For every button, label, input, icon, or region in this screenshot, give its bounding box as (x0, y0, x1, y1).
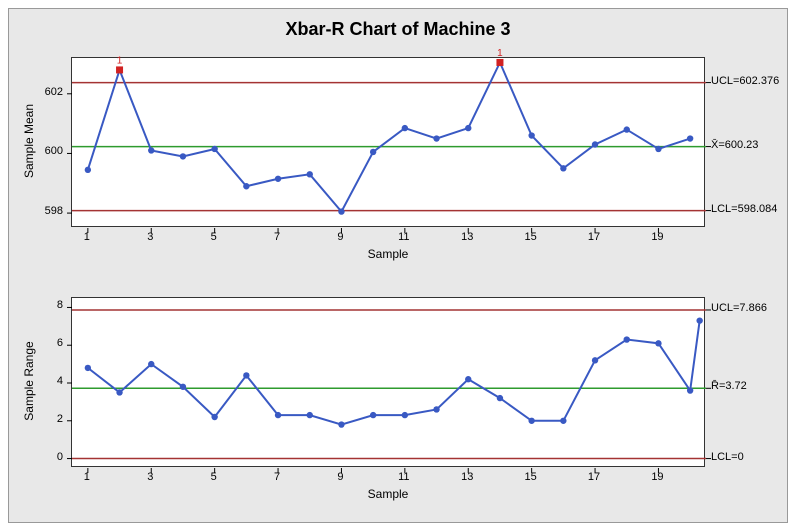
y-tick-label: 6 (57, 337, 63, 349)
outlier-marker (496, 59, 503, 66)
y-tick-label: 2 (57, 413, 63, 425)
x-tick-label: 1 (77, 231, 97, 243)
data-marker (211, 414, 217, 420)
x-tick-label: 19 (647, 471, 667, 483)
x-tick-label: 9 (330, 471, 350, 483)
data-marker (85, 365, 91, 371)
data-marker (243, 372, 249, 378)
x-tick-label: 17 (584, 471, 604, 483)
data-marker (370, 149, 376, 155)
x-tick-label: 7 (267, 231, 287, 243)
data-marker (307, 412, 313, 418)
y-axis-label: Sample Mean (22, 81, 36, 201)
chart-xbar: 11 (71, 57, 705, 227)
data-marker (116, 389, 122, 395)
data-marker (433, 406, 439, 412)
x-tick-label: 13 (457, 231, 477, 243)
data-marker (402, 125, 408, 131)
data-marker (275, 176, 281, 182)
y-tick-label: 598 (45, 205, 63, 217)
data-marker (528, 418, 534, 424)
outlier-marker (116, 66, 123, 73)
chart-panel: Xbar-R Chart of Machine 3 11598600602135… (8, 8, 788, 523)
lcl-label: LCL=0 (711, 451, 744, 463)
x-tick-label: 9 (330, 231, 350, 243)
chart-title: Xbar-R Chart of Machine 3 (9, 19, 787, 40)
data-marker (307, 171, 313, 177)
cl-label: X̄=600.23 (711, 139, 758, 151)
data-marker (180, 384, 186, 390)
y-axis-label: Sample Range (22, 321, 36, 441)
data-marker (433, 135, 439, 141)
y-tick-label: 8 (57, 299, 63, 311)
data-marker (402, 412, 408, 418)
data-marker (624, 336, 630, 342)
x-tick-label: 5 (204, 471, 224, 483)
data-marker (338, 421, 344, 427)
data-marker (211, 146, 217, 152)
lcl-label: LCL=598.084 (711, 203, 777, 215)
outlier-flag: 1 (117, 55, 123, 66)
x-tick-label: 7 (267, 471, 287, 483)
data-marker (687, 387, 693, 393)
data-marker (497, 395, 503, 401)
y-tick-label: 602 (45, 86, 63, 98)
series-line (88, 321, 700, 425)
chart-svg-xbar: 11 (72, 58, 706, 228)
data-marker (696, 317, 702, 323)
data-marker (592, 141, 598, 147)
y-tick-label: 600 (45, 145, 63, 157)
x-tick-label: 11 (394, 471, 414, 483)
data-marker (528, 132, 534, 138)
x-tick-label: 13 (457, 471, 477, 483)
data-marker (275, 412, 281, 418)
x-tick-label: 17 (584, 231, 604, 243)
y-tick-label: 0 (57, 451, 63, 463)
data-marker (243, 183, 249, 189)
cl-label: R̄=3.72 (711, 380, 747, 392)
x-tick-label: 3 (140, 471, 160, 483)
outlier-flag: 1 (497, 48, 503, 59)
y-tick-label: 4 (57, 375, 63, 387)
x-tick-label: 11 (394, 231, 414, 243)
data-marker (592, 357, 598, 363)
chart-svg-range (72, 298, 706, 468)
data-marker (85, 167, 91, 173)
data-marker (148, 361, 154, 367)
x-tick-label: 19 (647, 231, 667, 243)
data-marker (148, 147, 154, 153)
x-tick-label: 15 (521, 471, 541, 483)
ucl-label: UCL=602.376 (711, 75, 779, 87)
x-tick-label: 3 (140, 231, 160, 243)
data-marker (655, 340, 661, 346)
data-marker (338, 208, 344, 214)
x-axis-label: Sample (358, 247, 418, 261)
data-marker (560, 418, 566, 424)
data-marker (370, 412, 376, 418)
data-marker (465, 125, 471, 131)
data-marker (465, 376, 471, 382)
x-tick-label: 5 (204, 231, 224, 243)
x-tick-label: 1 (77, 471, 97, 483)
data-marker (560, 165, 566, 171)
data-marker (655, 146, 661, 152)
x-tick-label: 15 (521, 231, 541, 243)
series-line (88, 62, 690, 211)
data-marker (180, 153, 186, 159)
data-marker (624, 126, 630, 132)
ucl-label: UCL=7.866 (711, 302, 767, 314)
data-marker (687, 135, 693, 141)
chart-range (71, 297, 705, 467)
x-axis-label: Sample (358, 487, 418, 501)
